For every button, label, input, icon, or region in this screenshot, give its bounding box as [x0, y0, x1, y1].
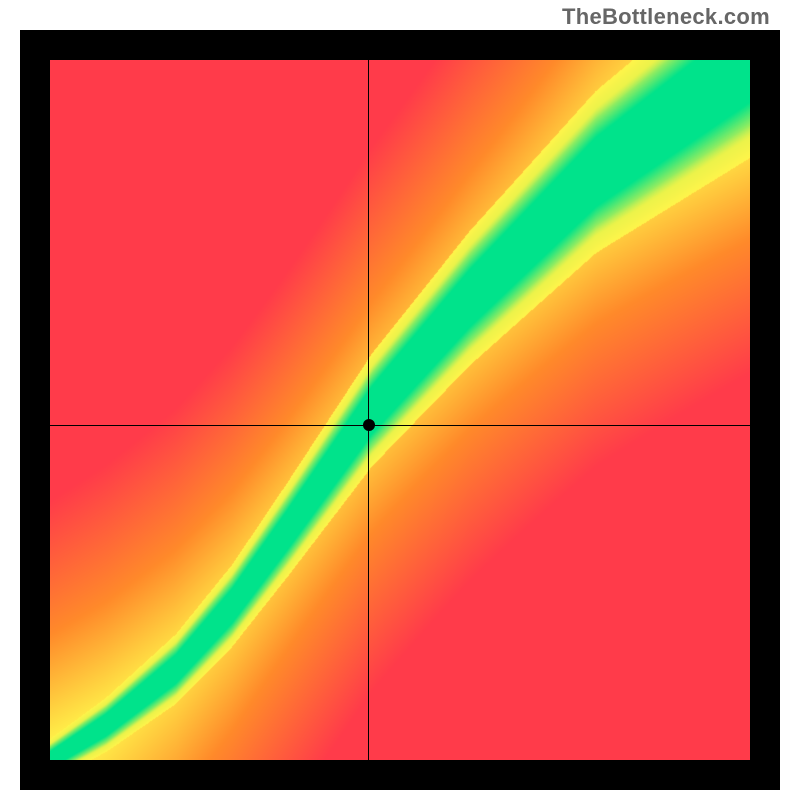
chart-container: TheBottleneck.com — [0, 0, 800, 800]
crosshair-vertical — [368, 60, 369, 760]
crosshair-horizontal — [50, 425, 750, 426]
crosshair-marker — [363, 419, 375, 431]
watermark-text: TheBottleneck.com — [562, 4, 770, 30]
chart-frame — [20, 30, 780, 790]
heatmap-canvas — [50, 60, 750, 760]
